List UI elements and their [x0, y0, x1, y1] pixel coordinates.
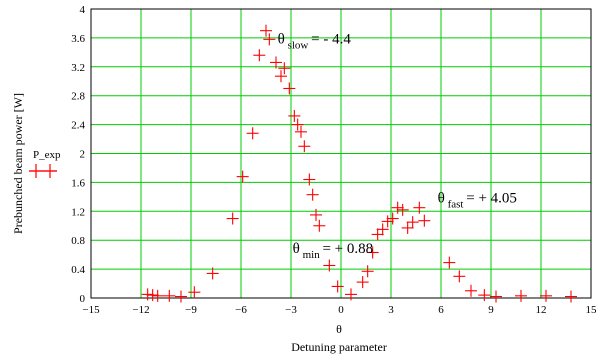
x-tick-label: −9: [185, 304, 197, 316]
x-tick-label: −3: [285, 304, 297, 316]
y-tick-label: 2.8: [71, 91, 85, 103]
data-point: [283, 82, 296, 95]
data-point: [275, 70, 287, 83]
data-point: [226, 212, 239, 225]
data-point: [146, 289, 159, 302]
data-point: [361, 265, 374, 278]
y-tick-label: 2.4: [71, 120, 85, 132]
data-point: [291, 118, 304, 131]
data-point: [386, 212, 399, 225]
y-tick-label: 0.8: [71, 235, 85, 247]
data-points: [141, 24, 577, 303]
y-tick-labels: 0 0.4 0.8 1.2 1.6 2 2.4 2.8 3.2 3.6 4: [71, 4, 85, 305]
data-point: [413, 201, 426, 214]
data-point: [163, 289, 176, 302]
annotation-fast: θ fast = + 4.05: [438, 191, 517, 211]
data-point: [306, 188, 319, 201]
data-point: [206, 267, 219, 280]
data-point: [288, 109, 301, 122]
data-point: [246, 127, 259, 140]
data-point: [151, 289, 164, 302]
data-point: [260, 24, 272, 37]
data-point: [356, 276, 369, 289]
data-point: [253, 49, 266, 62]
data-point: [478, 289, 491, 302]
data-point: [401, 221, 414, 234]
y-tick-label: 4: [80, 4, 86, 16]
data-point: [396, 203, 409, 216]
data-point: [313, 219, 326, 232]
data-point: [298, 140, 311, 153]
y-tick-label: 0: [80, 293, 86, 305]
data-point: [376, 223, 389, 236]
data-point: [443, 256, 456, 269]
y-tick-label: 3.2: [71, 62, 85, 74]
x-axis-label: Detuning parameter: [291, 340, 387, 354]
legend-label: P_exp: [33, 149, 61, 161]
x-tick-label: −15: [82, 304, 100, 316]
data-point: [366, 246, 379, 259]
data-point: [381, 215, 394, 228]
data-point: [270, 56, 282, 69]
data-point: [371, 228, 384, 241]
annotations: θ slow = - 4.4 θ fast = + 4.05 θ min = + 0…: [278, 32, 517, 262]
data-point: [453, 270, 466, 283]
data-point: [175, 290, 187, 303]
data-point: [323, 259, 336, 272]
data-point: [565, 290, 577, 303]
legend-marker: [29, 164, 57, 178]
plot-frame: [90, 8, 592, 299]
data-point: [490, 290, 502, 303]
y-tick-label: 0.4: [71, 264, 85, 276]
data-point: [188, 286, 201, 299]
y-axis-label: Prebunched beam power [W]: [11, 93, 25, 234]
x-tick-label: 9: [488, 304, 494, 316]
data-point: [418, 214, 431, 227]
data-point: [141, 288, 154, 301]
data-point: [391, 201, 404, 214]
data-point: [406, 216, 419, 229]
y-tick-label: 1.2: [71, 206, 85, 218]
legend: P_exp: [29, 149, 61, 178]
data-point: [515, 289, 527, 302]
data-point: [295, 125, 307, 138]
x-tick-label: −6: [235, 304, 247, 316]
y-tick-label: 3.6: [71, 33, 85, 45]
data-point: [540, 289, 552, 302]
x-axis-symbol: θ: [336, 322, 342, 336]
y-tick-label: 1.6: [71, 177, 85, 189]
x-tick-label: 12: [536, 304, 547, 316]
x-tick-label: −12: [132, 304, 149, 316]
x-tick-labels: −15 −12 −9 −6 −3 0 3 6 9 12 15: [82, 304, 597, 316]
data-point: [278, 62, 291, 75]
data-point: [465, 284, 477, 297]
annotation-slow: θ slow = - 4.4: [278, 32, 352, 52]
x-tick-label: 3: [388, 304, 394, 316]
data-point: [236, 170, 249, 183]
x-tick-label: 15: [586, 304, 598, 316]
x-tick-label: 6: [438, 304, 444, 316]
data-point: [331, 280, 344, 293]
data-point: [345, 288, 357, 301]
y-tick-label: 2: [80, 149, 86, 161]
x-tick-label: 0: [338, 304, 344, 316]
data-point: [310, 208, 322, 221]
annotation-min: θ min = + 0.88: [293, 241, 373, 261]
data-point: [263, 33, 276, 46]
data-point: [303, 173, 316, 186]
